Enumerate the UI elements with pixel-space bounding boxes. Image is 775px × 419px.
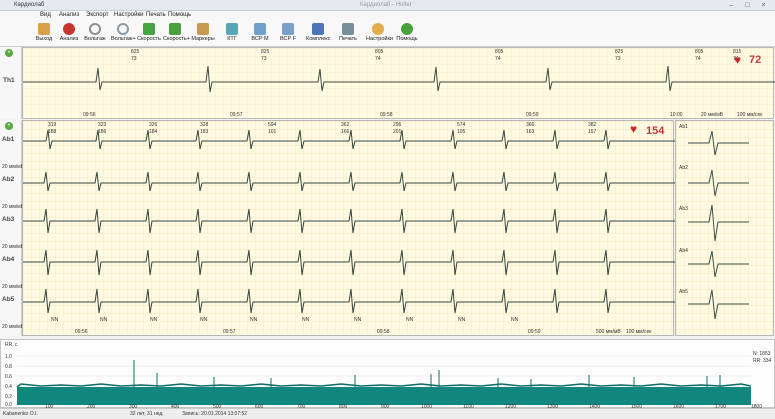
- menu-analysis[interactable]: Анализ: [59, 12, 80, 18]
- zoom-in-icon: [117, 23, 129, 35]
- speed-plus-icon: [169, 23, 181, 35]
- main-ecg-panel: 319 188 323 186 326 184 328 183 594 101 …: [22, 120, 675, 337]
- title-bar: Кардиолаб Кардиолаб - Holter – □ ×: [0, 0, 775, 11]
- rr-trend-plot: [16, 355, 752, 405]
- speed-plus-button[interactable]: Скорость+: [163, 22, 190, 46]
- top-lead-label: Th1: [3, 77, 15, 84]
- print-button[interactable]: Печать: [336, 22, 360, 46]
- patient-age: 32 лет, 31 нед.: [130, 411, 164, 417]
- chart-icon: [226, 23, 238, 35]
- toolbar: Выход Анализ Вольтаж Вольтаж+ Скорость С…: [0, 21, 775, 47]
- cross-icon: [197, 23, 209, 35]
- top-heart-rate: 72: [749, 54, 762, 66]
- menu-settings[interactable]: Настройки: [114, 12, 144, 18]
- record-date: Запись: 20.01.2014 13:07:52: [182, 411, 248, 417]
- ktg-button[interactable]: КТГ: [220, 22, 244, 46]
- menu-bar: Вид Анализ Экспорт Настройки Печать Помо…: [0, 11, 775, 21]
- main-left-column: [0, 120, 22, 336]
- lead-ab1-label: Ab1: [2, 136, 15, 143]
- lead-ab4-label: Ab4: [2, 256, 15, 263]
- heart-icon: [63, 23, 75, 35]
- analysis-button[interactable]: Анализ: [57, 22, 81, 46]
- help-button[interactable]: Помощь: [395, 22, 419, 46]
- voltage-plus-button[interactable]: Вольтаж+: [111, 22, 136, 46]
- top-ecg-grid: [23, 48, 775, 120]
- close-button[interactable]: ×: [761, 2, 766, 9]
- status-bar: Kabanenko O.I. 32 лет, 31 нед. Запись: 2…: [0, 408, 775, 419]
- complex-icon: [312, 23, 324, 35]
- patient-name: Kabanenko O.I.: [3, 411, 38, 417]
- menu-export[interactable]: Экспорт: [86, 12, 109, 18]
- main-ecg-grid: [23, 121, 675, 337]
- minimize-button[interactable]: –: [729, 2, 734, 9]
- voltage-button[interactable]: Вольтаж: [83, 22, 107, 46]
- window-subtitle: Кардиолаб - Holter: [360, 2, 412, 8]
- main-heart-icon: ♥: [630, 122, 638, 136]
- menu-view[interactable]: Вид: [40, 12, 51, 18]
- search-icon: [89, 23, 101, 35]
- menu-help[interactable]: Помощь: [168, 12, 192, 18]
- speed-button[interactable]: Скорость: [137, 22, 161, 46]
- side-ecg-grid: [676, 121, 775, 337]
- vsr-m-button[interactable]: ВСР М: [248, 22, 272, 46]
- app-title: Кардиолаб: [14, 2, 45, 8]
- lead-ab3-label: Ab3: [2, 216, 15, 223]
- complex-button[interactable]: Комплекс: [306, 22, 331, 46]
- exit-button[interactable]: Выход: [32, 22, 56, 46]
- side-ecg-panel: Ab1 Ab2 Ab3 Ab4 Ab5: [675, 120, 775, 337]
- settings-button[interactable]: Настройки: [366, 22, 393, 46]
- menu-print[interactable]: Печать: [146, 12, 166, 18]
- print-icon: [342, 23, 354, 35]
- monitor-icon: [254, 23, 266, 35]
- markers-button[interactable]: Маркеры: [191, 22, 215, 46]
- maximize-button[interactable]: □: [745, 2, 750, 9]
- top-heart-icon: ♥: [734, 53, 742, 67]
- top-ecg-panel: 825 73 825 73 805 74 805 74 825 73 805 7…: [22, 47, 775, 120]
- vsr-f-button[interactable]: ВСР F: [276, 22, 300, 46]
- help-icon: [401, 23, 413, 35]
- speed-icon: [143, 23, 155, 35]
- top-left-column: [0, 47, 22, 119]
- settings-icon: [372, 23, 384, 35]
- exit-icon: [38, 23, 50, 35]
- main-panel-toggle-button[interactable]: +: [5, 122, 13, 130]
- rr-trend-panel: RR, c 1.0 0.8 0.6 0.4 0.2 0.0 100 200 30…: [0, 339, 775, 410]
- main-heart-rate: 154: [646, 125, 665, 137]
- lead-ab2-label: Ab2: [2, 176, 15, 183]
- lead-ab5-label: Ab5: [2, 296, 15, 303]
- monitor-f-icon: [282, 23, 294, 35]
- top-panel-toggle-button[interactable]: +: [5, 49, 13, 57]
